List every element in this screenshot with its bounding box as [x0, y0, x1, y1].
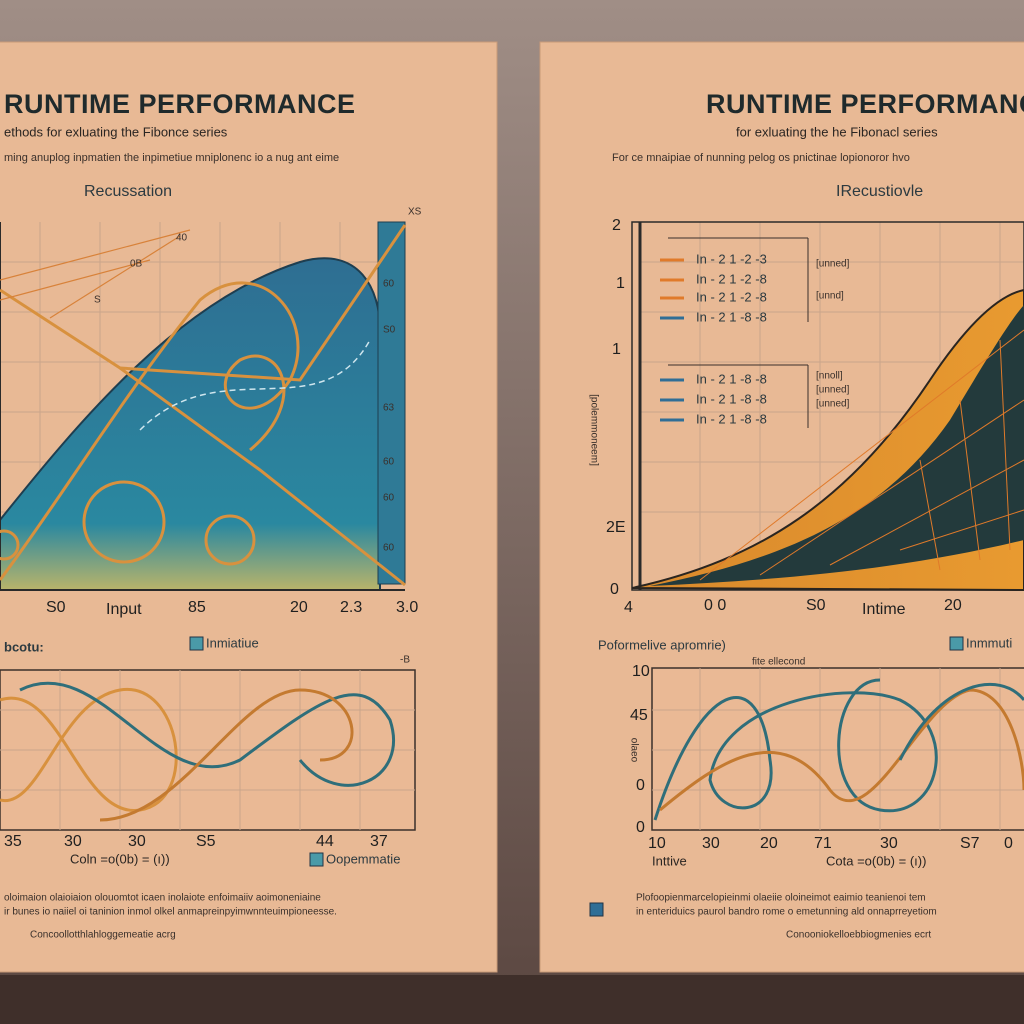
x-label: 37	[370, 833, 388, 850]
y-label: 45	[630, 707, 648, 724]
legend-row: In - 2 1 -8 -8	[696, 411, 767, 426]
subtitle: for exluating the he Fibonacl series	[736, 124, 938, 139]
legend-note: [unned]	[816, 399, 850, 410]
shelf	[0, 975, 1024, 1024]
y-title: olaeo	[628, 738, 639, 763]
legend-note: [unned]	[816, 259, 850, 270]
x-label: 10	[648, 835, 666, 852]
legend-swatch	[949, 636, 964, 651]
legend-box	[660, 237, 809, 428]
legend-note: [unned]	[816, 385, 850, 396]
x-title: Coln =o(0b) = (ı))	[70, 851, 170, 866]
x-label: 30	[880, 835, 898, 852]
description: For ce mnaipiae of nunning pelog os pnic…	[612, 152, 910, 164]
legend-row: In - 2 1 -8 -8	[696, 391, 767, 406]
area	[0, 257, 381, 591]
x-label: 3.0	[396, 599, 418, 616]
x-label: 30	[702, 835, 720, 852]
dashed-line	[139, 339, 371, 431]
grid	[640, 222, 1024, 590]
x-label: 2.3	[340, 599, 362, 616]
curve-label: 0B	[130, 259, 143, 270]
x-label: Input	[106, 601, 142, 618]
y-label: 0	[636, 777, 645, 794]
x-label: 0 0	[704, 597, 726, 614]
corner-label: -B	[400, 655, 410, 666]
y-title: [polemmoneem]	[588, 394, 599, 466]
legend: Oopemmatie	[326, 851, 400, 866]
footer-line: oloimaion olaioiaion olouomtot icaen ino…	[4, 893, 321, 904]
x-start: Inttive	[652, 853, 687, 868]
x-label: 35	[4, 833, 22, 850]
footer-line: in enteriduics paurol bandro rome o emet…	[636, 907, 937, 918]
x-label: 20	[944, 597, 962, 614]
legend-swatch	[189, 636, 204, 651]
y-label: 2E	[606, 519, 626, 536]
legend-row: In - 2 1 -2 -8	[696, 289, 767, 304]
chart-label: Recussation	[84, 183, 172, 200]
x-label: 20	[290, 599, 308, 616]
credit: Conooniokelloebbiogmenies ecrt	[786, 930, 931, 941]
legend-swatch	[309, 852, 324, 867]
curve-label: 40	[176, 233, 188, 244]
x-label: Intime	[862, 601, 906, 618]
y-label: 2	[612, 217, 621, 234]
y-label: 1	[616, 275, 625, 292]
legend-note: [unnd]	[816, 291, 844, 302]
title: RUNTIME PERFORMANCE	[706, 89, 1024, 119]
legend: Inmmuti	[966, 635, 1012, 650]
y-label: 10	[632, 663, 650, 680]
rays	[0, 229, 191, 319]
right-label: S0	[383, 325, 396, 336]
footer-line: Plofoopienmarcelopieinmi olaeiie oloinei…	[636, 893, 926, 904]
x-label: 44	[316, 833, 334, 850]
y-label: 0	[610, 581, 619, 598]
lower-label: Poformelive apromrie)	[598, 637, 726, 652]
legend-row: In - 2 1 -2 -8	[696, 271, 767, 286]
x-label: S0	[46, 599, 66, 616]
description: ming anuplog inpmatien the inpimetiue mn…	[4, 152, 339, 164]
curves	[0, 224, 407, 587]
legend: Inmiatiue	[206, 635, 259, 650]
x-label: 4	[624, 599, 633, 616]
x-label: 0	[1004, 835, 1013, 852]
x-label: 30	[64, 833, 82, 850]
footer-swatch	[589, 902, 604, 917]
x-label: S5	[196, 833, 216, 850]
x-label: 30	[128, 833, 146, 850]
lower-note: fite ellecond	[752, 657, 805, 668]
right-label: 60	[383, 543, 395, 554]
legend-row: In - 2 1 -2 -3	[696, 251, 767, 266]
lower-label: bcotu:	[4, 639, 44, 654]
right-label: 63	[383, 403, 395, 414]
y-label: 0	[636, 819, 645, 836]
x-label: 71	[814, 835, 832, 852]
x-title: Cota =o(0b) = (ı))	[826, 853, 926, 868]
right-label: 60	[383, 493, 395, 504]
side-strip	[377, 221, 406, 585]
legend-row: In - 2 1 -8 -8	[696, 371, 767, 386]
loops	[653, 678, 1024, 821]
y-label: 1	[612, 341, 621, 358]
right-label: 60	[383, 279, 395, 290]
credit: Concoollotthlahloggemeatie acrg	[30, 930, 176, 941]
title: RUNTIME PERFORMANCE	[4, 89, 356, 119]
loops	[0, 681, 395, 822]
x-label: 85	[188, 599, 206, 616]
corner-label: XS	[408, 207, 422, 218]
subtitle: ethods for exluating the Fibonce series	[4, 124, 228, 139]
x-label: 20	[760, 835, 778, 852]
footer-line: ir bunes io naiiel oi taninion inmol olk…	[4, 907, 337, 918]
chart-label: IRecustiovle	[836, 183, 923, 200]
legend-row: In - 2 1 -8 -8	[696, 309, 767, 324]
legend-note: [nnoll]	[816, 371, 843, 382]
x-label: S0	[806, 597, 826, 614]
x-label: S7	[960, 835, 980, 852]
right-label: 60	[383, 457, 395, 468]
curve-label: S	[94, 295, 101, 306]
mesh	[699, 329, 1024, 581]
